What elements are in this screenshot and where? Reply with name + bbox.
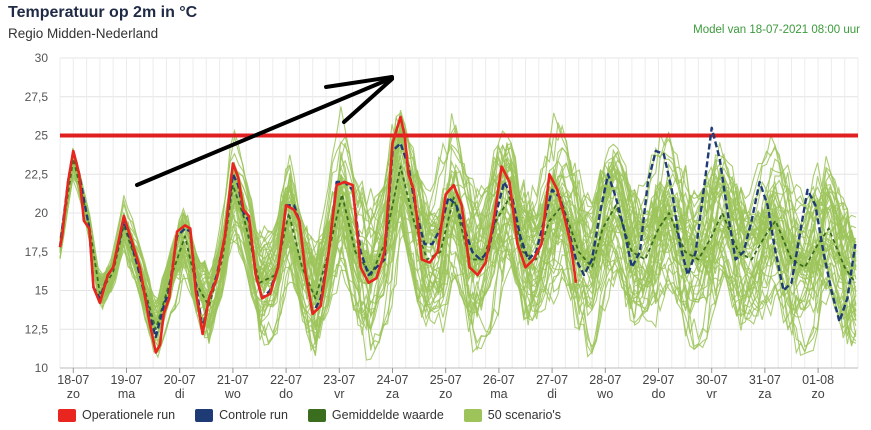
legend-item-scenarios[interactable]: 50 scenario's xyxy=(463,408,562,422)
run-lines xyxy=(58,115,857,354)
x-tick-day: vr xyxy=(334,387,344,401)
arrow-shaft xyxy=(135,76,394,187)
x-tick-date: 20-07 xyxy=(164,373,196,387)
x-tick-day: do xyxy=(279,387,293,401)
arrow-shaft-upper xyxy=(324,75,394,89)
legend-label-control: Controle run xyxy=(219,408,288,422)
chart-title: Temperatuur op 2m in °C xyxy=(8,4,198,21)
x-tick-date: 27-07 xyxy=(536,373,568,387)
y-tick-label: 12,5 xyxy=(25,322,49,336)
legend-label-scenarios: 50 scenario's xyxy=(487,408,562,422)
y-tick-label: 27,5 xyxy=(25,90,49,104)
y-axis: 10 12,5 15 17,5 20 22,5 25 27,5 30 xyxy=(25,51,49,375)
x-tick-day: vr xyxy=(706,387,716,401)
scenario-line xyxy=(59,142,857,345)
legend-swatch-scenarios xyxy=(463,408,482,422)
legend-label-operational: Operationele run xyxy=(82,408,176,422)
legend-item-control[interactable]: Controle run xyxy=(195,408,288,422)
x-tick-date: 30-07 xyxy=(696,373,728,387)
x-tick-day: do xyxy=(652,387,666,401)
chart-subtitle: Regio Midden-Nederland xyxy=(8,26,159,41)
x-tick-date: 18-07 xyxy=(57,373,89,387)
x-tick-day: wo xyxy=(596,387,613,401)
legend-label-mean: Gemiddelde waarde xyxy=(331,408,444,422)
x-tick-day: zo xyxy=(811,387,824,401)
x-tick-date: 29-07 xyxy=(643,373,675,387)
legend: Operationele run Controle run Gemiddelde… xyxy=(58,408,581,422)
y-tick-label: 10 xyxy=(35,361,49,375)
x-tick-date: 22-07 xyxy=(270,373,302,387)
x-tick-date: 31-07 xyxy=(749,373,781,387)
legend-swatch-operational xyxy=(58,408,76,422)
legend-swatch-control xyxy=(195,408,214,422)
y-tick-label: 15 xyxy=(35,284,49,298)
x-tick-date: 25-07 xyxy=(430,373,462,387)
arrow-shaft-lower xyxy=(342,77,394,124)
y-tick-label: 20 xyxy=(35,206,49,220)
hand-drawn-arrow xyxy=(135,75,394,187)
y-tick-label: 30 xyxy=(35,51,49,65)
x-axis: 18-07zo19-07ma20-07di21-07wo22-07do23-07… xyxy=(57,367,858,401)
x-tick-day: wo xyxy=(224,387,241,401)
x-tick-date: 19-07 xyxy=(111,373,143,387)
x-tick-date: 23-07 xyxy=(323,373,355,387)
x-tick-date: 24-07 xyxy=(377,373,409,387)
x-tick-date: 28-07 xyxy=(589,373,621,387)
x-tick-date: 26-07 xyxy=(483,373,515,387)
x-tick-day: zo xyxy=(439,387,452,401)
x-tick-day: di xyxy=(175,387,185,401)
y-tick-label: 25 xyxy=(35,129,49,143)
x-tick-day: za xyxy=(758,387,771,401)
operational-run-line xyxy=(58,115,578,354)
x-tick-day: ma xyxy=(490,387,507,401)
y-tick-label: 17,5 xyxy=(25,245,49,259)
x-tick-day: zo xyxy=(67,387,80,401)
legend-swatch-mean xyxy=(307,408,326,422)
x-tick-day: za xyxy=(386,387,399,401)
y-tick-label: 22,5 xyxy=(25,167,49,181)
x-tick-day: di xyxy=(547,387,557,401)
x-tick-day: ma xyxy=(118,387,135,401)
model-timestamp: Model van 18-07-2021 08:00 uur xyxy=(693,24,860,36)
x-tick-date: 01-08 xyxy=(802,373,834,387)
legend-item-operational[interactable]: Operationele run xyxy=(58,408,175,422)
legend-item-mean[interactable]: Gemiddelde waarde xyxy=(307,408,444,422)
scenario-line xyxy=(59,164,857,356)
x-tick-date: 21-07 xyxy=(217,373,249,387)
scenario-line xyxy=(59,162,857,349)
